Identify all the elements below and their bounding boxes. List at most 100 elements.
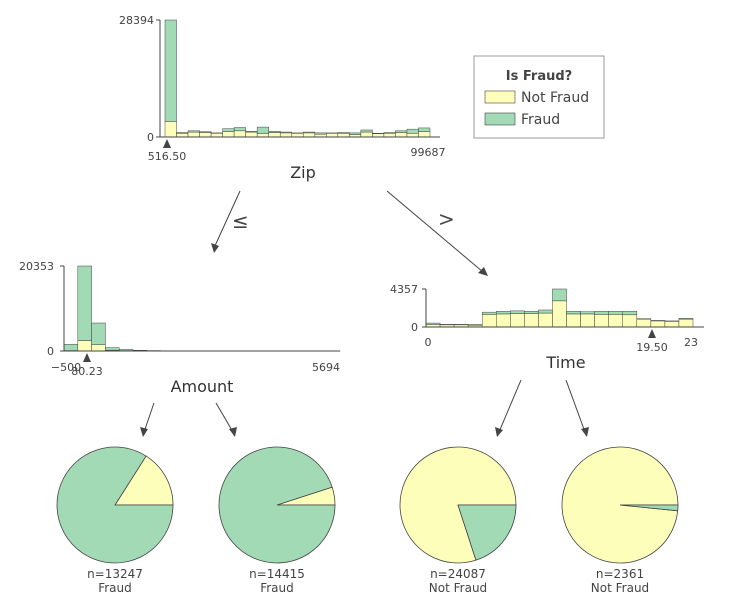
time-bar-not-fraud bbox=[524, 313, 539, 328]
zip-bar-not-fraud bbox=[268, 132, 281, 138]
legend-label-not-fraud: Not Fraud bbox=[521, 90, 589, 106]
zip-bar-fraud bbox=[418, 127, 431, 132]
time-bar-fraud bbox=[566, 311, 581, 315]
zip-bar-fraud bbox=[303, 131, 316, 134]
amount-x-tick-label-min: −500 bbox=[51, 361, 81, 374]
leaf-2-pie bbox=[218, 446, 336, 564]
amount-bar-not-fraud bbox=[77, 340, 92, 352]
leaf-node-3: n=24087 Not Fraud bbox=[399, 446, 517, 595]
amount-bar-fraud bbox=[63, 344, 79, 351]
time-bar-not-fraud bbox=[566, 313, 581, 328]
zip-bar-fraud bbox=[383, 132, 396, 134]
zip-histogram-bars bbox=[164, 19, 431, 138]
zip-bar-fraud bbox=[395, 130, 408, 133]
edge-right-label: > bbox=[438, 207, 455, 231]
amount-histogram: 20353 0 −500 5694 80.23 Amount bbox=[19, 260, 341, 396]
zip-bar-not-fraud bbox=[395, 132, 408, 138]
time-histogram: 4357 0 0 19.50 23 Time bbox=[390, 283, 704, 372]
amount-y-tick-label-max: 20353 bbox=[19, 260, 54, 273]
leaf-3-pie bbox=[399, 446, 517, 564]
zip-bar-not-fraud bbox=[176, 133, 189, 138]
pie-slice-fraud bbox=[619, 504, 679, 512]
leaf-4-pie bbox=[561, 446, 679, 564]
leaf-4-count: n=2361 bbox=[596, 567, 644, 581]
zip-feature-label: Zip bbox=[290, 163, 316, 182]
zip-bar-not-fraud bbox=[210, 133, 223, 138]
time-feature-label: Time bbox=[545, 353, 585, 372]
time-bar-not-fraud bbox=[580, 313, 595, 328]
zip-bar-not-fraud bbox=[222, 131, 235, 138]
time-bar-fraud bbox=[538, 309, 553, 314]
time-x-tick-label-max: 23 bbox=[684, 336, 698, 349]
zip-bar-not-fraud bbox=[245, 131, 258, 138]
amount-bar-fraud bbox=[77, 265, 92, 341]
time-bar-fraud bbox=[594, 311, 609, 315]
time-bar-not-fraud bbox=[650, 320, 666, 328]
zip-bar-fraud bbox=[360, 129, 373, 133]
time-split-label: 19.50 bbox=[636, 341, 668, 354]
edge-right-leaf3-arrowhead bbox=[495, 427, 503, 437]
amount-bar-fraud bbox=[91, 322, 106, 345]
time-bar-not-fraud bbox=[496, 313, 511, 328]
leaf-3-prediction: Not Fraud bbox=[429, 581, 487, 595]
zip-bar-not-fraud bbox=[418, 131, 431, 138]
zip-bar-not-fraud bbox=[360, 131, 373, 138]
amount-bar-fraud bbox=[105, 347, 120, 351]
zip-y-tick-label-max: 28394 bbox=[119, 14, 154, 27]
leaf-2-prediction: Fraud bbox=[260, 581, 294, 595]
zip-bar-fraud bbox=[222, 128, 235, 132]
edge-root-right-arrowhead bbox=[478, 267, 488, 276]
time-bar-fraud bbox=[467, 324, 483, 326]
time-bar-fraud bbox=[496, 311, 511, 315]
time-bar-fraud bbox=[622, 311, 638, 316]
edge-left-leaf1-arrowhead bbox=[140, 427, 148, 437]
zip-bar-fraud bbox=[187, 130, 200, 133]
amount-bar-not-fraud bbox=[91, 344, 106, 352]
time-bar-not-fraud bbox=[608, 314, 623, 328]
edge-left-leaf1 bbox=[143, 402, 155, 433]
leaf-node-2: n=14415 Fraud bbox=[218, 446, 336, 595]
zip-bar-fraud bbox=[233, 127, 246, 132]
zip-bar-fraud bbox=[164, 19, 177, 122]
legend-title: Is Fraud? bbox=[506, 69, 572, 84]
pie-slice-fraud bbox=[218, 446, 336, 564]
zip-bar-fraud bbox=[314, 132, 327, 135]
edge-root-left bbox=[213, 190, 241, 249]
edge-right-leaf4-arrowhead bbox=[581, 427, 589, 437]
legend-swatch-not-fraud bbox=[484, 90, 516, 104]
time-bar-fraud bbox=[524, 311, 539, 314]
pie-slice-not-fraud bbox=[399, 446, 517, 564]
legend-label-fraud: Fraud bbox=[521, 112, 560, 128]
time-bar-fraud bbox=[608, 311, 623, 315]
time-bar-not-fraud bbox=[636, 318, 652, 328]
edge-right-leaf4 bbox=[565, 379, 586, 433]
zip-bar-fraud bbox=[176, 132, 189, 134]
time-bar-fraud bbox=[481, 311, 497, 315]
zip-bar-fraud bbox=[349, 132, 362, 135]
leaf-nodes: n=13247 Fraud n=14415 Fraud n=24087 Not … bbox=[56, 446, 679, 595]
zip-bar-fraud bbox=[268, 130, 281, 133]
leaf-node-4: n=2361 Not Fraud bbox=[561, 446, 679, 595]
zip-bar-fraud bbox=[256, 126, 269, 134]
time-bar-not-fraud bbox=[594, 314, 609, 328]
edge-left-label: ≤ bbox=[232, 209, 249, 233]
zip-bar-fraud bbox=[406, 128, 419, 134]
leaf-1-prediction: Fraud bbox=[98, 581, 132, 595]
zip-bar-not-fraud bbox=[326, 133, 339, 138]
time-bar-not-fraud bbox=[538, 312, 553, 328]
zip-bar-not-fraud bbox=[303, 132, 316, 138]
time-y-tick-label-min: 0 bbox=[411, 321, 418, 334]
edge-root-left-arrowhead bbox=[211, 243, 219, 253]
time-y-tick-label-max: 4357 bbox=[390, 283, 418, 296]
zip-bar-not-fraud bbox=[337, 133, 350, 138]
zip-split-marker bbox=[163, 139, 171, 148]
zip-bar-fraud bbox=[337, 132, 350, 134]
amount-split-label: 80.23 bbox=[71, 365, 103, 378]
zip-bar-fraud bbox=[279, 131, 292, 134]
time-bar-not-fraud bbox=[678, 318, 694, 328]
edge-right-leaf3 bbox=[498, 379, 522, 433]
time-bar-not-fraud bbox=[664, 321, 680, 328]
zip-bar-fraud bbox=[245, 130, 258, 133]
amount-split-marker bbox=[83, 353, 91, 362]
